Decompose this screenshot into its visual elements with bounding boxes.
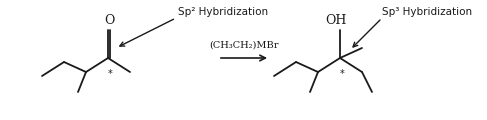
Text: *: * bbox=[339, 69, 344, 79]
Text: Sp² Hybridization: Sp² Hybridization bbox=[178, 7, 268, 17]
Text: OH: OH bbox=[325, 14, 347, 27]
Text: (CH₃CH₂)MBr: (CH₃CH₂)MBr bbox=[209, 41, 279, 50]
Text: Sp³ Hybridization: Sp³ Hybridization bbox=[382, 7, 472, 17]
Text: O: O bbox=[104, 14, 114, 27]
Text: *: * bbox=[108, 69, 112, 79]
